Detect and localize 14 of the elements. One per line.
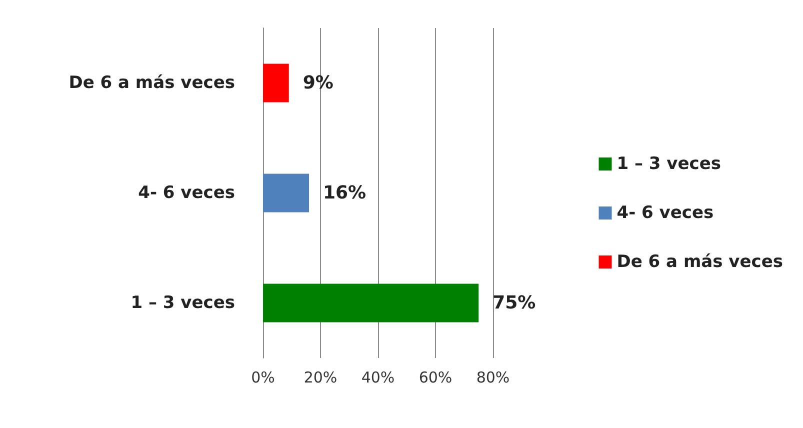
y-tick-label: De 6 a más veces [68, 73, 235, 93]
x-tick-label: 80% [476, 368, 510, 386]
y-tick-label: 1 – 3 veces [130, 293, 235, 313]
legend-label: 4- 6 veces [616, 203, 714, 223]
legend-label: 1 – 3 veces [616, 154, 721, 174]
y-tick-label: 4- 6 veces [138, 183, 235, 203]
x-tick-label: 0% [251, 368, 275, 386]
x-tick-label: 60% [418, 368, 452, 386]
x-tick-label: 40% [361, 368, 395, 386]
data-label: 75% [492, 292, 536, 314]
legend-label: De 6 a más veces [616, 252, 784, 272]
data-label: 16% [323, 182, 366, 204]
data-label: 9% [302, 72, 334, 94]
x-tick-label: 20% [304, 368, 338, 386]
